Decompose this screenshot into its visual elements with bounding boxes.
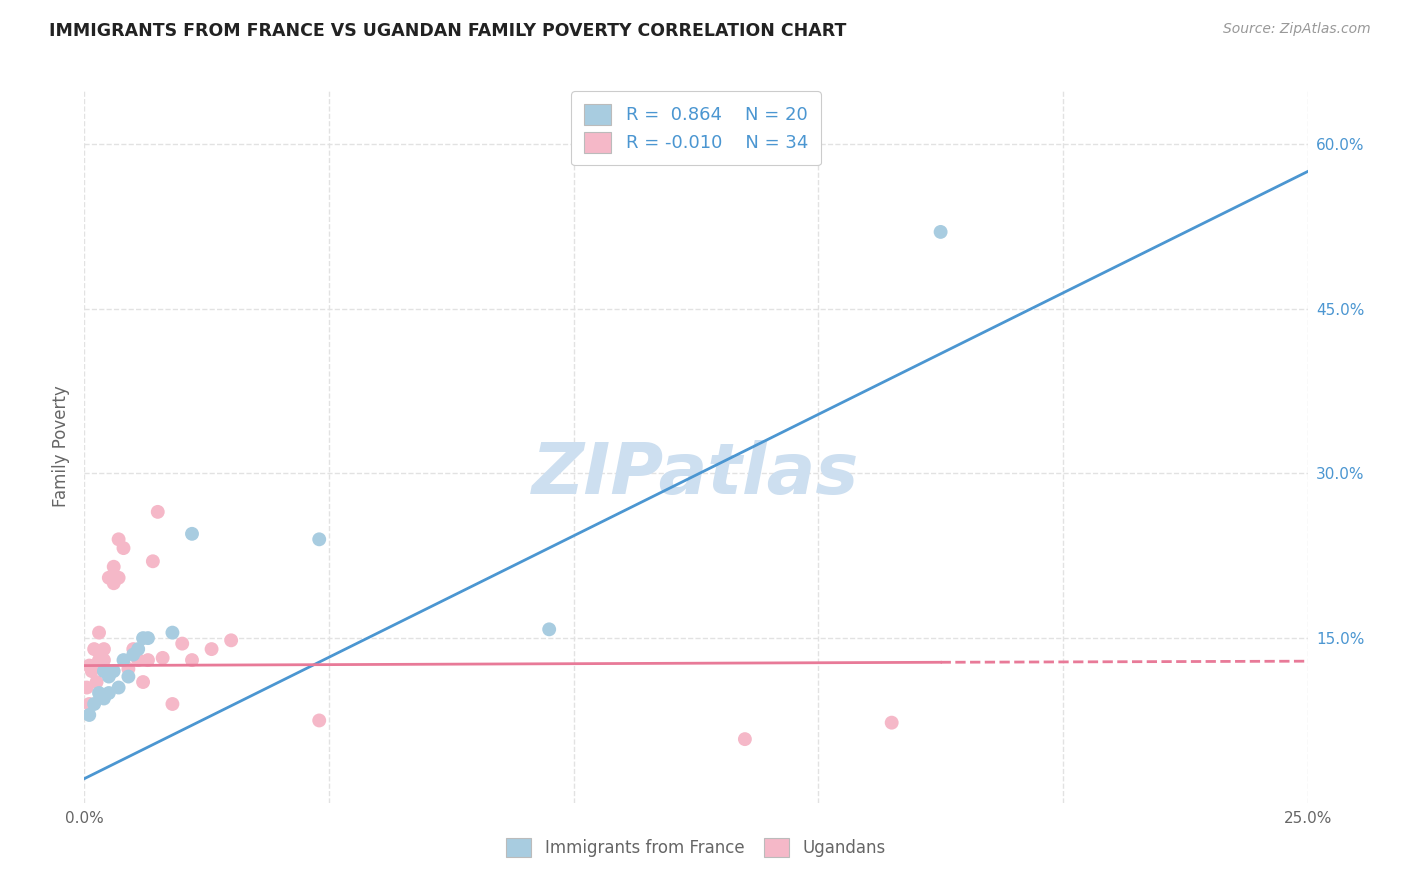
Point — [127, 642, 149, 657]
Point — [87, 625, 110, 640]
Point — [136, 631, 159, 645]
Point — [77, 697, 100, 711]
Point — [181, 526, 204, 541]
Point — [200, 642, 222, 657]
Point — [146, 505, 169, 519]
Point — [162, 625, 184, 640]
Y-axis label: Family Poverty: Family Poverty — [52, 385, 70, 507]
Point — [76, 681, 98, 695]
Point — [83, 642, 105, 657]
Point — [103, 559, 125, 574]
Point — [162, 697, 184, 711]
Point — [93, 653, 115, 667]
Point — [880, 715, 903, 730]
Point — [122, 648, 145, 662]
Point — [127, 653, 149, 667]
Point — [77, 658, 100, 673]
Point — [97, 664, 120, 678]
Point — [734, 732, 756, 747]
Point — [112, 653, 135, 667]
Point — [929, 225, 952, 239]
Point — [86, 675, 108, 690]
Point — [117, 662, 139, 676]
Point — [172, 637, 194, 651]
Point — [93, 691, 115, 706]
Point — [107, 571, 129, 585]
Point — [87, 686, 110, 700]
Point — [83, 658, 105, 673]
Point — [308, 533, 330, 547]
Text: ZIPatlas: ZIPatlas — [533, 440, 859, 509]
Point — [136, 653, 159, 667]
Point — [83, 697, 105, 711]
Point — [87, 653, 110, 667]
Point — [97, 669, 120, 683]
Point — [103, 664, 125, 678]
Text: Source: ZipAtlas.com: Source: ZipAtlas.com — [1223, 22, 1371, 37]
Point — [107, 533, 129, 547]
Legend: Immigrants from France, Ugandans: Immigrants from France, Ugandans — [498, 830, 894, 866]
Point — [132, 631, 155, 645]
Point — [112, 541, 135, 555]
Point — [97, 686, 120, 700]
Text: IMMIGRANTS FROM FRANCE VS UGANDAN FAMILY POVERTY CORRELATION CHART: IMMIGRANTS FROM FRANCE VS UGANDAN FAMILY… — [49, 22, 846, 40]
Point — [93, 664, 115, 678]
Point — [80, 664, 103, 678]
Point — [152, 651, 174, 665]
Point — [93, 642, 115, 657]
Point — [107, 681, 129, 695]
Point — [117, 669, 139, 683]
Point — [122, 642, 145, 657]
Point — [97, 571, 120, 585]
Point — [142, 554, 165, 568]
Point — [77, 708, 100, 723]
Point — [103, 576, 125, 591]
Point — [538, 623, 561, 637]
Point — [132, 675, 155, 690]
Point — [308, 714, 330, 728]
Point — [181, 653, 204, 667]
Point — [219, 633, 242, 648]
